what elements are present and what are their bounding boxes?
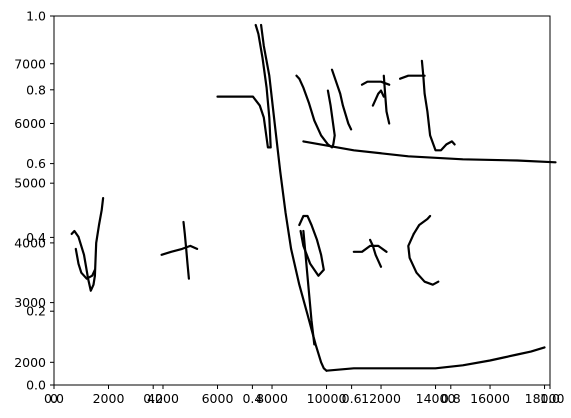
xtick-label: 8000 [256, 391, 288, 406]
bg-xtick-label: 0.2 [143, 391, 163, 406]
ink-stroke-17 [298, 214, 325, 277]
bg-ytick-label: 0.8 [26, 82, 46, 97]
ink-stroke-11 [330, 68, 353, 131]
ink-stroke-14 [382, 74, 391, 125]
bg-ytick-label: 0.6 [26, 156, 46, 171]
ink-stroke-2 [260, 23, 328, 372]
ink-stroke-4 [70, 229, 97, 292]
xtick-label: 10000 [307, 391, 347, 406]
ytick-label: 2000 [14, 355, 46, 370]
bg-xtick-label: 1.0 [540, 391, 560, 406]
ink-stroke-16 [420, 59, 456, 152]
ytick-label: 6000 [14, 116, 46, 131]
xtick-label: 14000 [416, 391, 456, 406]
ink-stroke-5 [93, 197, 105, 277]
ytick-label: 3000 [14, 295, 46, 310]
ink-stroke-8 [182, 220, 190, 280]
ink-stroke-18 [302, 229, 316, 346]
xtick-label: 0 [50, 391, 58, 406]
ink-stroke-12 [371, 89, 385, 107]
bg-xtick-label: 0.8 [441, 391, 461, 406]
bg-ytick-label: 1.0 [26, 9, 46, 24]
xtick-label: 18000 [525, 391, 565, 406]
ink-stroke-15 [399, 74, 426, 80]
ink-stroke-1 [216, 23, 272, 149]
background-axes-ticks: 0.0 0.2 0.4 0.6 0.8 1.0 0.0 0.2 0.4 0.6 0.8 1.0 [26, 9, 560, 407]
ink-stroke-3 [325, 346, 546, 372]
ink-stroke-9 [302, 140, 557, 164]
bg-xtick-label: 0.0 [44, 391, 64, 406]
xtick-label: 6000 [202, 391, 234, 406]
ink-strokes [70, 23, 557, 372]
ink-stroke-19 [352, 244, 388, 253]
ink-stroke-10 [295, 74, 336, 149]
xtick-label: 16000 [470, 391, 510, 406]
xtick-label: 4000 [147, 391, 179, 406]
bg-ytick-label: 0.0 [26, 378, 46, 393]
axes-background [53, 15, 551, 386]
bg-xtick-label: 0.4 [242, 391, 262, 406]
axes-frame [53, 15, 551, 386]
xtick-label: 2000 [93, 391, 125, 406]
ink-stroke-22 [412, 214, 432, 235]
drawing-axes-ticks: 0 2000 4000 6000 8000 10000 12000 14000 16000 180… [14, 56, 564, 406]
bg-ytick-label: 0.2 [26, 304, 46, 319]
ink-stroke-6 [74, 247, 97, 280]
ytick-label: 4000 [14, 235, 46, 250]
ink-stroke-7 [160, 244, 199, 256]
bg-xtick-label: 0.6 [342, 391, 362, 406]
ytick-label: 5000 [14, 176, 46, 191]
ink-stroke-21 [407, 232, 440, 286]
ink-stroke-20 [369, 238, 383, 268]
bg-ytick-label: 0.4 [26, 230, 46, 245]
xtick-label: 12000 [361, 391, 401, 406]
ytick-label: 7000 [14, 56, 46, 71]
